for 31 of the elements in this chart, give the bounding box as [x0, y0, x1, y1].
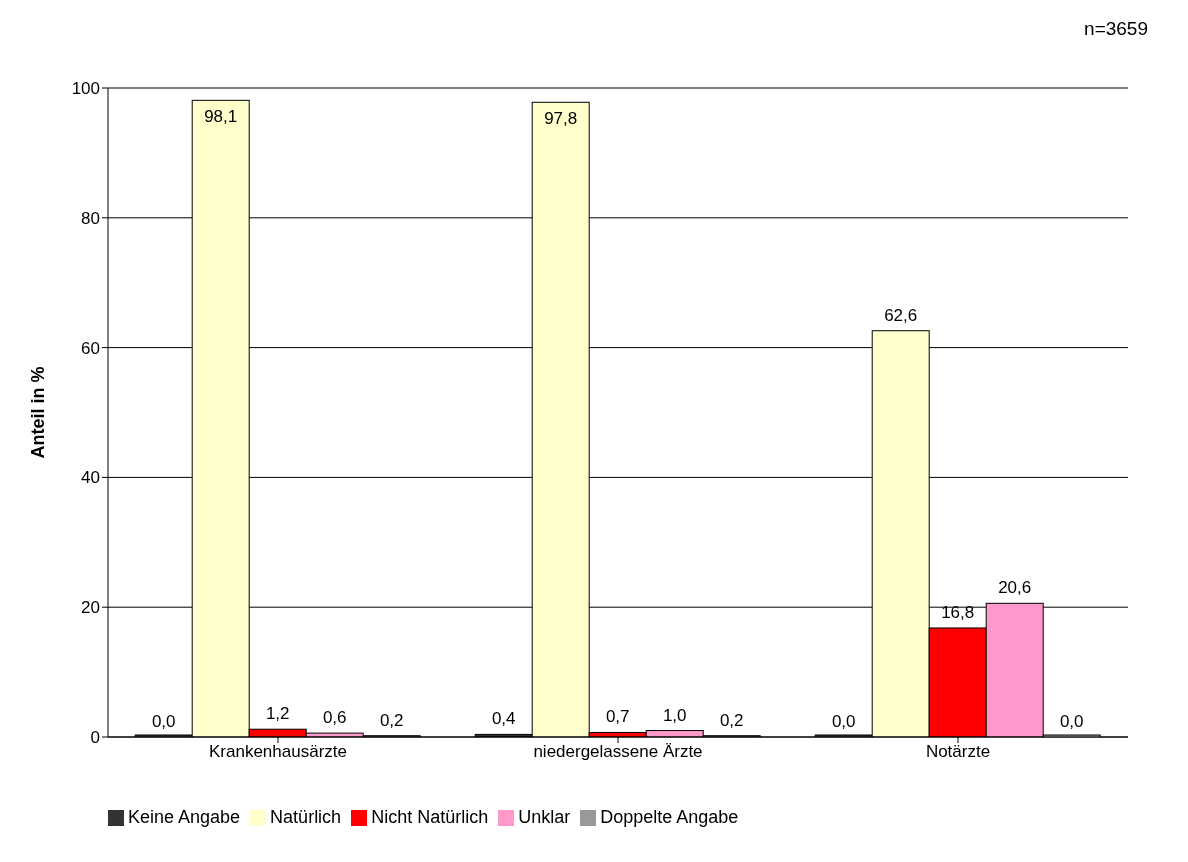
data-label: 0,0 [831, 712, 856, 731]
legend-label: Nicht Natürlich [371, 807, 489, 827]
data-label: 62,6 [884, 305, 918, 325]
legend-label: Keine Angabe [128, 807, 241, 827]
x-tick-label: niedergelassene Ärzte [533, 742, 703, 762]
y-axis-title: Anteil in % [28, 366, 49, 459]
data-label: 1,0 [662, 705, 687, 725]
data-label: 0,6 [322, 708, 347, 728]
text: n=3659 [1084, 18, 1148, 40]
data-label: 1,2 [265, 704, 290, 724]
x-tick-label: Notärzte [925, 742, 991, 762]
y-tick-label: 0 [90, 728, 100, 748]
data-label: 16,8 [941, 602, 975, 622]
legend-label: Unklar [518, 807, 571, 827]
data-label: 0,7 [605, 707, 630, 727]
y-tick-label: 80 [81, 208, 100, 228]
y-tick-label: 60 [81, 338, 100, 358]
data-label: 0,2 [379, 710, 404, 730]
data-label: 20,6 [998, 578, 1032, 598]
data-label: 97,8 [544, 109, 578, 129]
data-label: 98,1 [204, 107, 238, 127]
legend-label: Doppelte Angabe [600, 807, 739, 827]
x-tick-label: Krankenhausärzte [209, 742, 347, 762]
y-tick-label: 100 [71, 79, 100, 99]
data-label: 0,2 [719, 710, 744, 730]
y-tick-label: 20 [81, 598, 100, 618]
data-label: 0,4 [491, 709, 516, 729]
legend-label: Natürlich [270, 807, 342, 827]
data-label: 0,0 [1059, 712, 1084, 731]
data-label: 0,0 [151, 712, 176, 731]
y-tick-label: 40 [81, 468, 100, 488]
